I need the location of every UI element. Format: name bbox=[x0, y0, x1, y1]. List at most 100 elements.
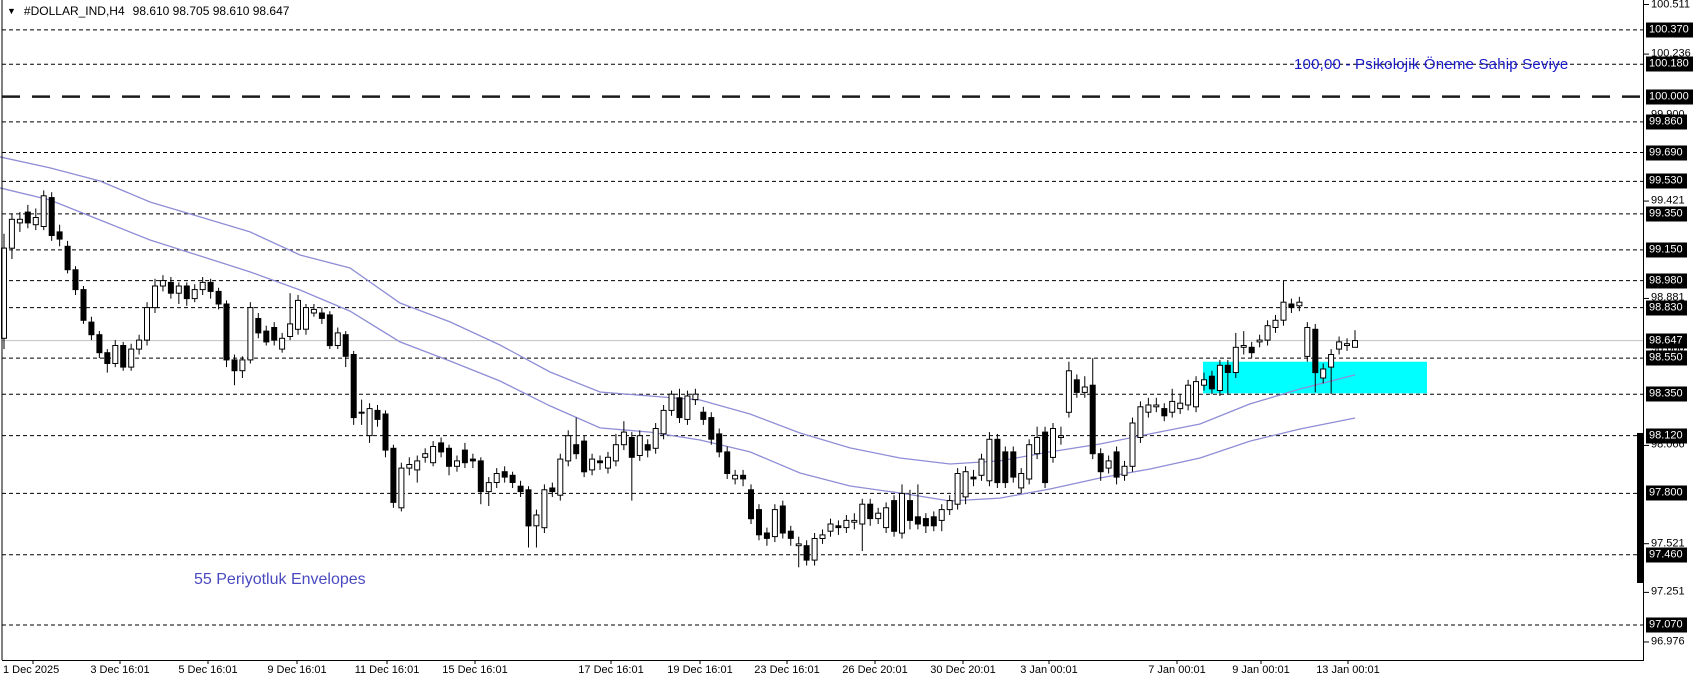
price-axis-badge: 100.000 bbox=[1646, 89, 1693, 105]
candle-body bbox=[573, 444, 580, 455]
candle-body bbox=[724, 451, 731, 474]
candle-body bbox=[541, 489, 548, 529]
candle-body bbox=[1121, 465, 1128, 476]
candle-body bbox=[1296, 301, 1303, 307]
price-axis-badge: 99.860 bbox=[1646, 114, 1687, 130]
candle-body bbox=[247, 307, 254, 361]
candle-body bbox=[1185, 384, 1192, 406]
price-axis-badge: 98.980 bbox=[1646, 273, 1687, 289]
chart-title-bar: ▼ #DOLLAR_IND,H4 98.610 98.705 98.610 98… bbox=[7, 4, 289, 18]
candle-body bbox=[1018, 473, 1025, 489]
candle-body bbox=[24, 211, 31, 224]
candle-body bbox=[605, 456, 611, 469]
price-axis-badge: 98.830 bbox=[1646, 300, 1687, 316]
time-axis-label: 15 Dec 16:01 bbox=[442, 664, 508, 676]
price-axis-badge: 97.460 bbox=[1646, 547, 1687, 563]
candle-body bbox=[954, 473, 961, 505]
candle-body bbox=[533, 514, 540, 527]
candle-body bbox=[557, 458, 564, 496]
candle-body bbox=[875, 512, 882, 520]
candle-body bbox=[1002, 451, 1009, 484]
candle-body bbox=[867, 503, 874, 520]
candle-body bbox=[1224, 364, 1231, 373]
symbol-dropdown-icon[interactable]: ▼ bbox=[7, 6, 16, 16]
price-axis-badge: 97.070 bbox=[1646, 617, 1687, 633]
candle-body bbox=[851, 519, 858, 523]
candle-body bbox=[40, 195, 47, 228]
candle-body bbox=[32, 217, 39, 226]
candle-body bbox=[239, 359, 246, 372]
candle-body bbox=[1073, 379, 1080, 393]
candle-body bbox=[1208, 375, 1215, 390]
candle-body bbox=[303, 307, 309, 330]
candle-body bbox=[827, 523, 834, 532]
candle-body bbox=[120, 345, 127, 368]
symbol-timeframe-label: #DOLLAR_IND,H4 bbox=[23, 4, 125, 18]
time-axis-label: 30 Dec 20:01 bbox=[930, 664, 996, 676]
candle-body bbox=[454, 460, 460, 467]
candle-body bbox=[819, 534, 826, 540]
time-axis-label: 3 Jan 00:01 bbox=[1020, 664, 1078, 676]
candle-body bbox=[891, 500, 898, 532]
candle-body bbox=[978, 458, 985, 476]
candle-body bbox=[287, 323, 294, 337]
price-axis-label: 99.421 bbox=[1651, 194, 1685, 207]
time-axis-label: 11 Dec 16:01 bbox=[354, 664, 420, 676]
price-axis-label: 97.521 bbox=[1651, 537, 1685, 550]
candle-body bbox=[899, 492, 905, 534]
time-axis-label: 3 Dec 16:01 bbox=[90, 664, 150, 676]
candle-body bbox=[1042, 431, 1049, 484]
candle-body bbox=[1034, 437, 1041, 455]
candle-body bbox=[620, 431, 627, 446]
candle-body bbox=[366, 408, 373, 437]
candle-body bbox=[358, 411, 365, 414]
candle-body bbox=[167, 281, 174, 294]
candle-body bbox=[207, 281, 214, 292]
candle-body bbox=[1065, 370, 1072, 413]
price-axis-badge: 97.800 bbox=[1646, 485, 1687, 501]
candle-body bbox=[1105, 460, 1112, 469]
candle-body bbox=[549, 487, 556, 493]
candle-body bbox=[8, 218, 15, 249]
candle-body bbox=[525, 489, 532, 527]
time-axis-label: 13 Jan 00:01 bbox=[1316, 664, 1380, 676]
envelope-period-annotation: 55 Periyotluk Envelopes bbox=[194, 571, 366, 588]
psych-level-annotation: 100,00 - Psikolojik Öneme Sahip Seviye bbox=[1294, 56, 1569, 73]
candle-body bbox=[787, 530, 794, 539]
candle-body bbox=[1232, 346, 1239, 373]
price-axis-label: 100.511 bbox=[1651, 0, 1690, 10]
ohlc-readout: 98.610 98.705 98.610 98.647 bbox=[132, 4, 290, 18]
candle-body bbox=[1026, 444, 1033, 480]
price-axis-badge: 99.350 bbox=[1646, 206, 1687, 222]
candle-body bbox=[1312, 328, 1319, 374]
candle-body bbox=[692, 393, 699, 401]
candle-body bbox=[72, 269, 79, 291]
price-axis-label: 100.236 bbox=[1651, 47, 1691, 60]
candle-body bbox=[676, 397, 683, 419]
candle-body bbox=[48, 197, 55, 237]
candle-body bbox=[1050, 428, 1056, 458]
candle-body bbox=[779, 505, 786, 534]
candle-body bbox=[398, 467, 405, 509]
candle-body bbox=[835, 525, 842, 529]
candle-body bbox=[700, 411, 707, 420]
candle-body bbox=[581, 440, 588, 473]
candle-body bbox=[811, 538, 818, 561]
candle-body bbox=[740, 474, 747, 480]
candle-body bbox=[477, 460, 484, 493]
candle-body bbox=[318, 312, 325, 319]
time-axis-label: 19 Dec 16:01 bbox=[667, 664, 733, 676]
candle-body bbox=[748, 489, 754, 520]
time-axis-label: 23 Dec 16:01 bbox=[754, 664, 820, 676]
candle-body bbox=[1097, 453, 1104, 473]
candle-body bbox=[1216, 364, 1223, 391]
candle-body bbox=[938, 509, 945, 521]
candle-body bbox=[612, 444, 619, 462]
candle-body bbox=[1081, 386, 1088, 393]
candle-body bbox=[660, 409, 667, 435]
time-axis-label: 1 Dec 2025 bbox=[3, 664, 60, 676]
candle-body bbox=[199, 281, 206, 291]
candle-body bbox=[994, 438, 1001, 484]
